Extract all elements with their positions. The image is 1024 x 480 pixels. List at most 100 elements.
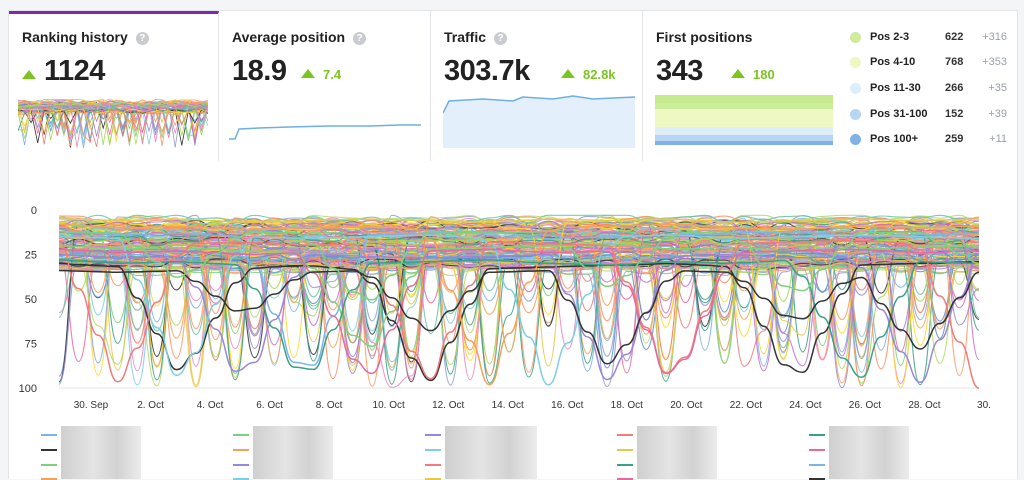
legend-series-swatch[interactable] xyxy=(809,449,825,451)
sparkline-series-line xyxy=(18,101,208,107)
card-title: Average position? xyxy=(232,29,367,45)
legend-item[interactable]: Pos 4-10 768 +353 xyxy=(850,54,1007,70)
x-tick-label: 2. Oct xyxy=(137,400,164,411)
legend-series-swatch[interactable] xyxy=(233,449,249,451)
legend-delta: +35 xyxy=(988,82,1007,94)
legend-item[interactable]: Pos 100+ 259 +11 xyxy=(850,131,1007,147)
legend-series-swatch[interactable] xyxy=(425,434,441,436)
summary-cards: Ranking history? 1124 Average position? … xyxy=(8,10,1018,164)
legend-series-swatch[interactable] xyxy=(41,449,57,451)
card-title-text: Ranking history xyxy=(22,29,128,45)
legend-count: 266 xyxy=(945,82,964,94)
legend-item[interactable]: Pos 31-100 152 +39 xyxy=(850,106,1007,122)
legend-name: Pos 11-30 xyxy=(870,82,921,94)
up-arrow-icon xyxy=(561,69,575,78)
x-tick-label: 20. Oct xyxy=(670,400,702,411)
card-delta-text: 7.4 xyxy=(323,67,342,82)
card-delta-text: 180 xyxy=(753,67,775,82)
up-arrow-icon xyxy=(731,69,745,78)
x-tick-label: 28. Oct xyxy=(908,400,940,411)
legend-series-swatch[interactable] xyxy=(425,464,441,466)
help-icon[interactable]: ? xyxy=(135,32,149,45)
ranking-series-line xyxy=(58,259,980,373)
ranking-series-line xyxy=(58,223,980,386)
legend-dot-icon xyxy=(850,82,861,94)
ranking-series-line xyxy=(58,249,980,261)
ranking-series-line xyxy=(58,214,980,319)
legend-series-swatch[interactable] xyxy=(617,434,633,436)
ranking-series-line xyxy=(58,227,980,385)
redacted-keyword-names xyxy=(61,426,141,479)
redacted-keyword-names xyxy=(253,426,333,479)
legend-count: 768 xyxy=(945,56,964,68)
legend-item[interactable]: Pos 2-3 622 +316 xyxy=(850,29,1007,45)
card-delta: 82.8k xyxy=(561,67,616,82)
y-tick-label: 100 xyxy=(19,383,37,395)
legend-series-swatch[interactable] xyxy=(617,464,633,466)
legend-series-swatch[interactable] xyxy=(809,434,825,436)
legend-dot-icon xyxy=(850,133,861,145)
legend-series-swatch[interactable] xyxy=(233,464,249,466)
card-first-positions[interactable]: First positions 343 180 xyxy=(643,11,1016,161)
legend-series-swatch[interactable] xyxy=(233,434,249,436)
legend-name: Pos 31-100 xyxy=(870,108,928,120)
card-value: 1124 xyxy=(22,55,105,88)
ranking-series-line xyxy=(58,235,980,304)
legend-dot-icon xyxy=(850,108,861,120)
redacted-keyword-names xyxy=(445,426,537,479)
sparkline-series-line xyxy=(18,102,208,146)
legend-dot-icon xyxy=(850,56,861,68)
legend-item[interactable]: Pos 11-30 266 +35 xyxy=(850,80,1007,96)
card-ranking-history[interactable]: Ranking history? 1124 xyxy=(9,11,219,161)
redacted-keyword-names xyxy=(829,426,909,479)
legend-delta: +39 xyxy=(988,108,1007,120)
legend-series-swatch[interactable] xyxy=(425,449,441,451)
card-value: 303.7k xyxy=(444,55,530,87)
sparkline-series-line xyxy=(18,98,208,134)
ranking-series-line xyxy=(58,269,980,365)
y-tick-label: 75 xyxy=(25,339,37,351)
up-arrow-icon xyxy=(22,70,36,79)
ranking-series-line xyxy=(58,218,980,224)
legend-series-swatch[interactable] xyxy=(809,464,825,466)
x-tick-label: 12. Oct xyxy=(432,400,464,411)
sparkline-series-line xyxy=(18,99,208,123)
x-tick-label: 24. Oct xyxy=(789,400,821,411)
help-icon[interactable]: ? xyxy=(353,32,367,45)
card-value-text: 1124 xyxy=(44,55,105,87)
card-delta-text: 82.8k xyxy=(583,67,616,82)
legend-delta: +353 xyxy=(982,56,1007,68)
legend-count: 259 xyxy=(945,133,964,145)
legend-series-swatch[interactable] xyxy=(41,464,57,466)
legend-series-swatch[interactable] xyxy=(41,434,57,436)
card-traffic[interactable]: Traffic? 303.7k 82.8k xyxy=(431,11,643,161)
card-title: Ranking history? xyxy=(22,29,149,45)
card-title-text: Traffic xyxy=(444,29,487,45)
redacted-keyword-names xyxy=(637,426,717,479)
traffic-sparkline xyxy=(443,95,635,148)
legend-name: Pos 4-10 xyxy=(870,56,916,68)
legend-count: 622 xyxy=(945,31,964,43)
help-icon[interactable]: ? xyxy=(494,32,508,45)
card-delta: 7.4 xyxy=(301,67,341,82)
sparkline-series-line xyxy=(18,100,208,148)
ranking-series-line xyxy=(58,259,980,378)
card-average-position[interactable]: Average position? 18.9 7.4 xyxy=(219,11,431,161)
sparkline-series-line xyxy=(18,110,208,146)
x-tick-label: 4. Oct xyxy=(197,400,224,411)
y-tick-label: 25 xyxy=(25,250,37,262)
card-title: Traffic? xyxy=(444,29,508,45)
card-delta: 180 xyxy=(731,67,775,82)
ranking-sparkline xyxy=(18,98,208,150)
x-tick-label: 30. Sep xyxy=(74,400,109,411)
x-tick-label: 30. xyxy=(977,400,991,411)
x-tick-label: 10. Oct xyxy=(373,400,405,411)
x-tick-label: 14. Oct xyxy=(492,400,524,411)
x-tick-label: 6. Oct xyxy=(256,400,283,411)
y-tick-label: 0 xyxy=(31,205,37,217)
ranking-history-chart[interactable]: 0 25 50 75 100 30. Sep 2. Oct 4. Oct 6. Oct 8. Oc… xyxy=(9,162,1017,422)
card-title-text: Average position xyxy=(232,29,346,45)
card-title: First positions xyxy=(656,29,752,45)
ranking-series-line xyxy=(58,248,980,375)
legend-series-swatch[interactable] xyxy=(617,449,633,451)
